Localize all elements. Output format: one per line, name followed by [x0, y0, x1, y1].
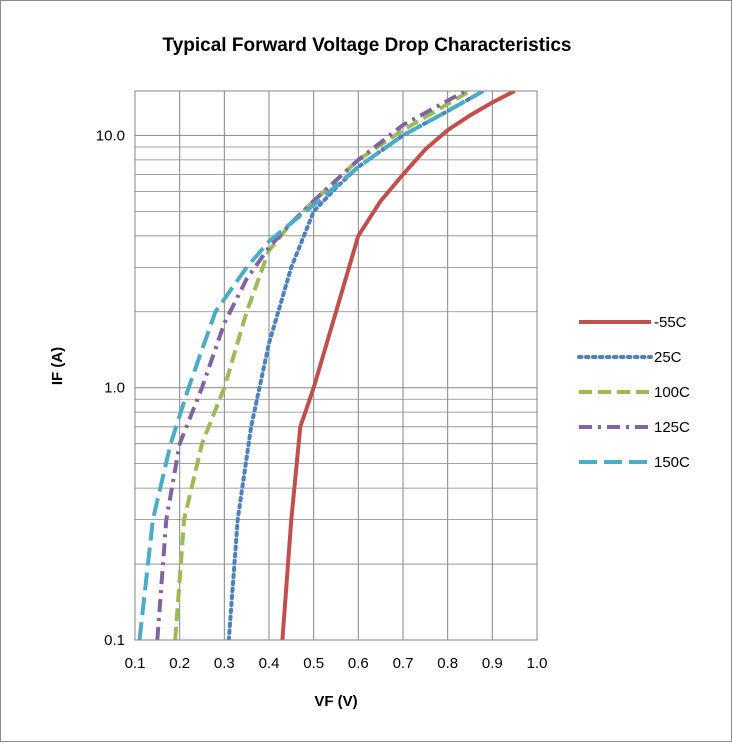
legend-label-125C: 125C: [654, 419, 690, 436]
series-line-150C: [137, 91, 485, 640]
y-tick-label: 0.1: [104, 632, 125, 649]
series-layer: [137, 91, 516, 640]
x-axis-ticks: 0.1 0.2 0.3 0.4 0.5 0.6 0.7 0.8 0.9 1.0: [125, 655, 548, 672]
legend-label--55C: -55C: [654, 314, 687, 331]
x-tick-label: 0.9: [482, 655, 503, 672]
chart-title: Typical Forward Voltage Drop Characteris…: [163, 35, 572, 56]
y-tick-label: 10.0: [96, 127, 125, 144]
grid: [134, 91, 538, 641]
x-tick-label: 0.4: [259, 655, 280, 672]
series-line-100C: [173, 91, 472, 640]
series-line--55C: [280, 91, 516, 640]
x-tick-label: 0.1: [125, 655, 146, 672]
legend-label-25C: 25C: [654, 349, 682, 366]
x-tick-label: 0.5: [303, 655, 324, 672]
series-line-125C: [155, 91, 467, 640]
y-tick-label: 1.0: [104, 380, 125, 397]
x-tick-label: 0.3: [214, 655, 235, 672]
legend-label-150C: 150C: [654, 454, 690, 471]
x-tick-label: 0.8: [437, 655, 458, 672]
series-group: [137, 91, 516, 640]
x-tick-label: 0.7: [393, 655, 414, 672]
plot-area: [134, 90, 538, 641]
legend-label-100C: 100C: [654, 384, 690, 401]
y-axis-title: IF (A): [49, 347, 66, 385]
x-tick-label: 0.6: [348, 655, 369, 672]
legend: -55C 25C 100C 125C 150C: [577, 314, 690, 471]
x-tick-label: 1.0: [527, 655, 548, 672]
y-axis-ticks: 0.1 1.0 10.0: [96, 127, 125, 649]
x-axis-title: VF (V): [314, 693, 357, 710]
series-line-25C: [226, 91, 486, 640]
x-tick-label: 0.2: [169, 655, 190, 672]
